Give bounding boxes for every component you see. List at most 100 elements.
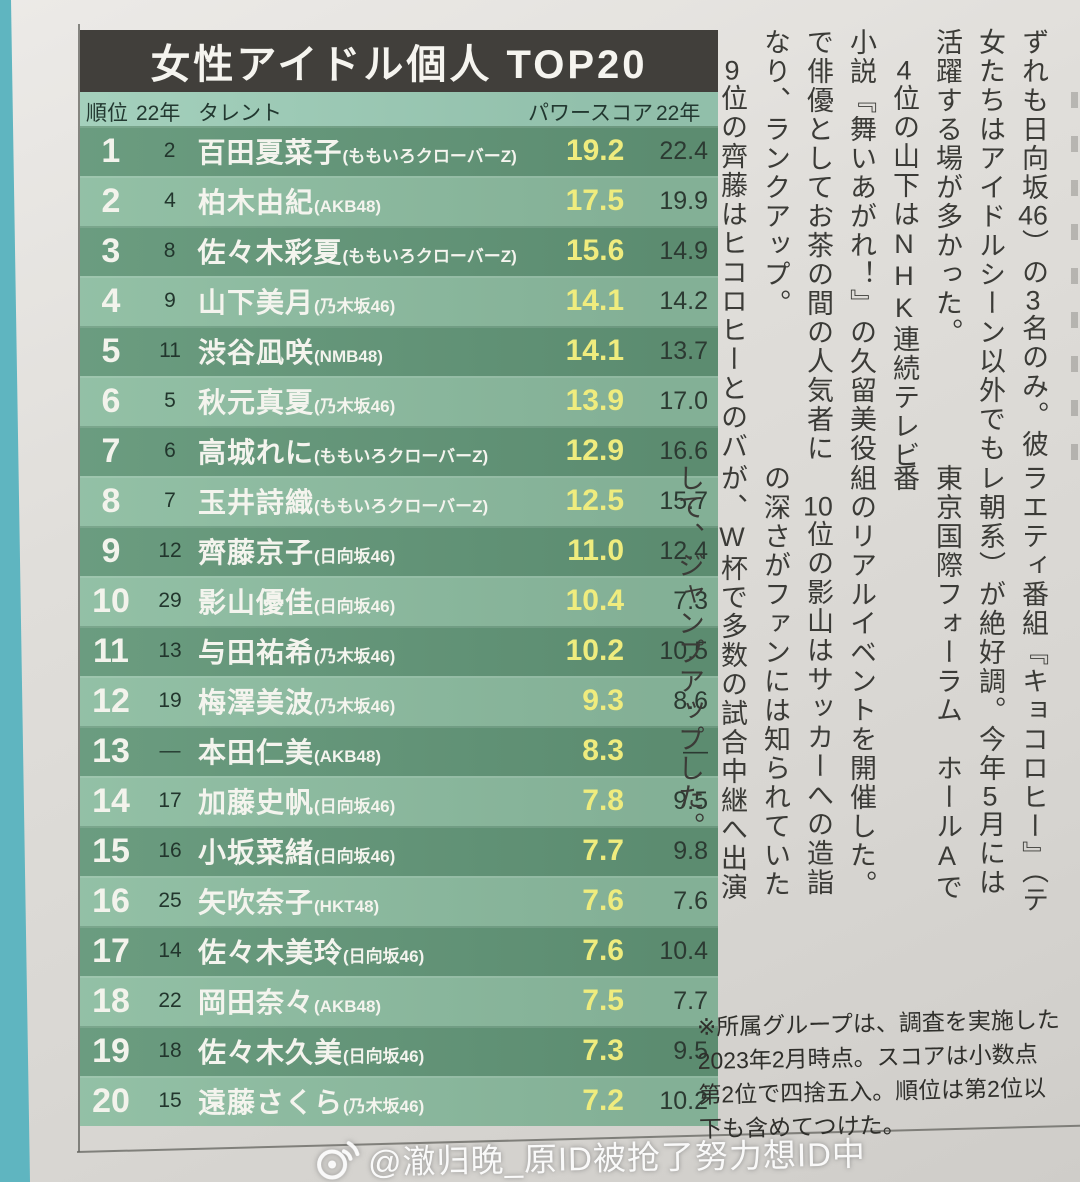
- table-row: 11 13 与田祐希(乃木坂46) 10.2 10.5: [80, 626, 718, 676]
- prev-year-rank: 17: [158, 789, 182, 812]
- footnote: ※所属グループは、調査を実施した 2023年2月時点。スコアは小数点 第2位で四捨五…: [697, 1002, 1080, 1146]
- prev-year-score: 13.7: [659, 336, 708, 365]
- power-score: 7.5: [582, 984, 624, 1017]
- col-header-talent: タレント: [198, 102, 282, 125]
- table-row: 1 2 百田夏菜子(ももいろクローバーZ) 19.2 22.4: [80, 126, 718, 176]
- article-column: の深さがファンには知られていた: [760, 464, 790, 899]
- talent-name: 柏木由紀(AKB48): [198, 187, 382, 218]
- prev-year-score: 8.6: [673, 686, 708, 715]
- article-column: ずれも日向坂46）の3名のみ。彼: [1018, 28, 1048, 459]
- talent-name: 矢吹奈子(HKT48): [198, 887, 380, 918]
- talent-group: (日向坂46): [314, 847, 396, 866]
- prev-year-rank: 16: [158, 839, 182, 862]
- talent-name: 遠藤さくら(乃木坂46): [198, 1087, 425, 1118]
- talent-name: 佐々木美玲(日向坂46): [198, 937, 425, 968]
- table-frame-left-border: [78, 24, 80, 1152]
- talent-name: 玉井詩織(ももいろクローバーZ): [198, 487, 489, 518]
- page-edge-strip: [0, 0, 30, 1182]
- table-row: 9 12 齊藤京子(日向坂46) 11.0 12.4: [80, 526, 718, 576]
- prev-year-rank: —: [159, 739, 181, 762]
- talent-name: 小坂菜緒(日向坂46): [198, 837, 396, 868]
- power-score: 9.3: [582, 684, 624, 717]
- prev-year-score: —: [683, 736, 708, 765]
- table-row: 8 7 玉井詩織(ももいろクローバーZ) 12.5 15.7: [80, 476, 718, 526]
- power-score: 7.2: [582, 1084, 624, 1117]
- col-header-prev-score: 22年: [656, 102, 701, 125]
- prev-year-score: 15.7: [659, 486, 708, 515]
- talent-name: 山下美月(乃木坂46): [198, 287, 396, 318]
- talent-name: 与田祐希(乃木坂46): [198, 637, 396, 668]
- col-header-score: パワースコア: [528, 102, 653, 125]
- talent-name: 渋谷凪咲(NMB48): [198, 337, 383, 368]
- article-column: レ朝系）が絶好調。今年5月には: [975, 464, 1005, 897]
- table-title-bar: 女性アイドル個人 TOP20: [80, 30, 718, 92]
- prev-year-rank: 9: [164, 289, 176, 312]
- talent-name: 百田夏菜子(ももいろクローバーZ): [197, 137, 517, 168]
- talent-group: (乃木坂46): [314, 647, 396, 666]
- table-row: 15 16 小坂菜緒(日向坂46) 7.7 9.8: [80, 826, 718, 876]
- talent-group: (ももいろクローバーZ): [314, 497, 489, 516]
- prev-year-score: 7.7: [673, 986, 708, 1015]
- prev-year-score: 7.6: [673, 886, 708, 915]
- prev-year-rank: 8: [163, 239, 176, 262]
- power-score: 7.6: [582, 884, 624, 917]
- rank-value: 1: [101, 131, 121, 170]
- col-header-prev-rank: 22年: [136, 102, 181, 125]
- rank-value: 17: [92, 931, 130, 970]
- rank-value: 7: [101, 431, 121, 470]
- power-score: 12.5: [565, 484, 624, 517]
- prev-year-rank: 19: [158, 689, 182, 712]
- prev-year-score: 10.4: [659, 936, 708, 965]
- prev-year-rank: 14: [158, 939, 182, 962]
- talent-group: (ももいろクローバーZ): [314, 447, 489, 466]
- power-score: 14.1: [565, 284, 624, 317]
- talent-name: 秋元真夏(乃木坂46): [198, 387, 396, 418]
- article-column: 活躍する場が多かった。: [932, 28, 962, 347]
- talent-group: (AKB48): [314, 997, 382, 1016]
- power-score: 7.6: [582, 934, 624, 967]
- table-row: 2 4 柏木由紀(AKB48) 17.5 19.9: [80, 176, 718, 226]
- prev-year-rank: 13: [158, 639, 182, 662]
- article-column: して、ジャンプアップした。: [674, 464, 704, 841]
- article-column: なり、ランクアップ。: [760, 28, 790, 318]
- talent-group: (乃木坂46): [343, 1097, 425, 1116]
- article-column: ラエティ番組『キョコロヒー』（テ: [1018, 464, 1048, 915]
- talent-name: 齊藤京子(日向坂46): [198, 537, 396, 568]
- rank-value: 13: [92, 731, 130, 770]
- article-column: 東京国際フォーラム ホールAで番: [889, 464, 962, 902]
- prev-year-score: 10.2: [659, 1086, 708, 1115]
- talent-group: (HKT48): [314, 897, 380, 916]
- power-score: 17.5: [565, 184, 624, 217]
- prev-year-rank: 25: [158, 889, 182, 912]
- cutoff-text-edge: [1071, 92, 1078, 462]
- prev-year-score: 19.9: [659, 186, 708, 215]
- power-score: 11.0: [567, 534, 624, 567]
- table-row: 13 — 本田仁美(AKB48) 8.3 —: [80, 726, 718, 776]
- col-header-rank: 順位: [86, 102, 128, 125]
- prev-year-score: 9.5: [673, 786, 708, 815]
- prev-year-score: 7.3: [673, 586, 708, 615]
- talent-name: 佐々木彩夏(ももいろクローバーZ): [197, 237, 517, 268]
- rank-value: 19: [92, 1031, 130, 1070]
- talent-group: (AKB48): [314, 197, 382, 216]
- table-row: 6 5 秋元真夏(乃木坂46) 13.9 17.0: [80, 376, 718, 426]
- rank-value: 4: [101, 281, 121, 320]
- prev-year-rank: 2: [163, 139, 176, 162]
- power-score: 14.1: [565, 334, 624, 367]
- prev-year-score: 14.9: [659, 236, 708, 265]
- article-text-bottom: ラエティ番組『キョコロヒー』（テ レ朝系）が絶好調。今年5月には 東京国際フォーラム…: [667, 464, 1054, 916]
- table-row: 14 17 加藤史帆(日向坂46) 7.8 9.5: [80, 776, 718, 826]
- column-header-row: 順位 22年 タレント パワースコア 22年: [80, 92, 718, 126]
- talent-group: (NMB48): [314, 347, 383, 366]
- prev-year-rank: 18: [158, 1039, 182, 1062]
- prev-year-rank: 7: [164, 489, 176, 512]
- weibo-camera-icon: [317, 1141, 360, 1180]
- table-row: 3 8 佐々木彩夏(ももいろクローバーZ) 15.6 14.9: [80, 226, 718, 276]
- table-row: 5 11 渋谷凪咲(NMB48) 14.1 13.7: [80, 326, 718, 376]
- prev-year-score: 9.8: [673, 836, 708, 865]
- table-row: 19 18 佐々木久美(日向坂46) 7.3 9.5: [80, 1026, 718, 1076]
- power-score: 19.2: [565, 134, 625, 167]
- talent-group: (日向坂46): [314, 797, 396, 816]
- watermark: @澈归晚_原ID被抢了努力想ID中: [314, 1127, 867, 1182]
